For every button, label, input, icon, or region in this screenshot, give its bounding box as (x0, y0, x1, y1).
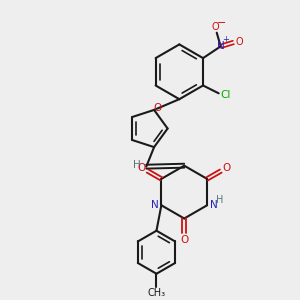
Text: H: H (216, 195, 224, 206)
Text: +: + (222, 35, 229, 44)
Text: O: O (236, 38, 243, 47)
Text: O: O (212, 22, 220, 32)
Text: Cl: Cl (220, 90, 231, 100)
Text: CH₃: CH₃ (147, 288, 166, 298)
Text: O: O (138, 163, 146, 173)
Text: O: O (223, 163, 231, 173)
Text: −: − (217, 18, 226, 28)
Text: O: O (180, 235, 188, 245)
Text: H: H (133, 160, 140, 170)
Text: N: N (217, 41, 224, 51)
Text: N: N (210, 200, 218, 210)
Text: O: O (154, 103, 162, 113)
Text: N: N (151, 200, 158, 210)
